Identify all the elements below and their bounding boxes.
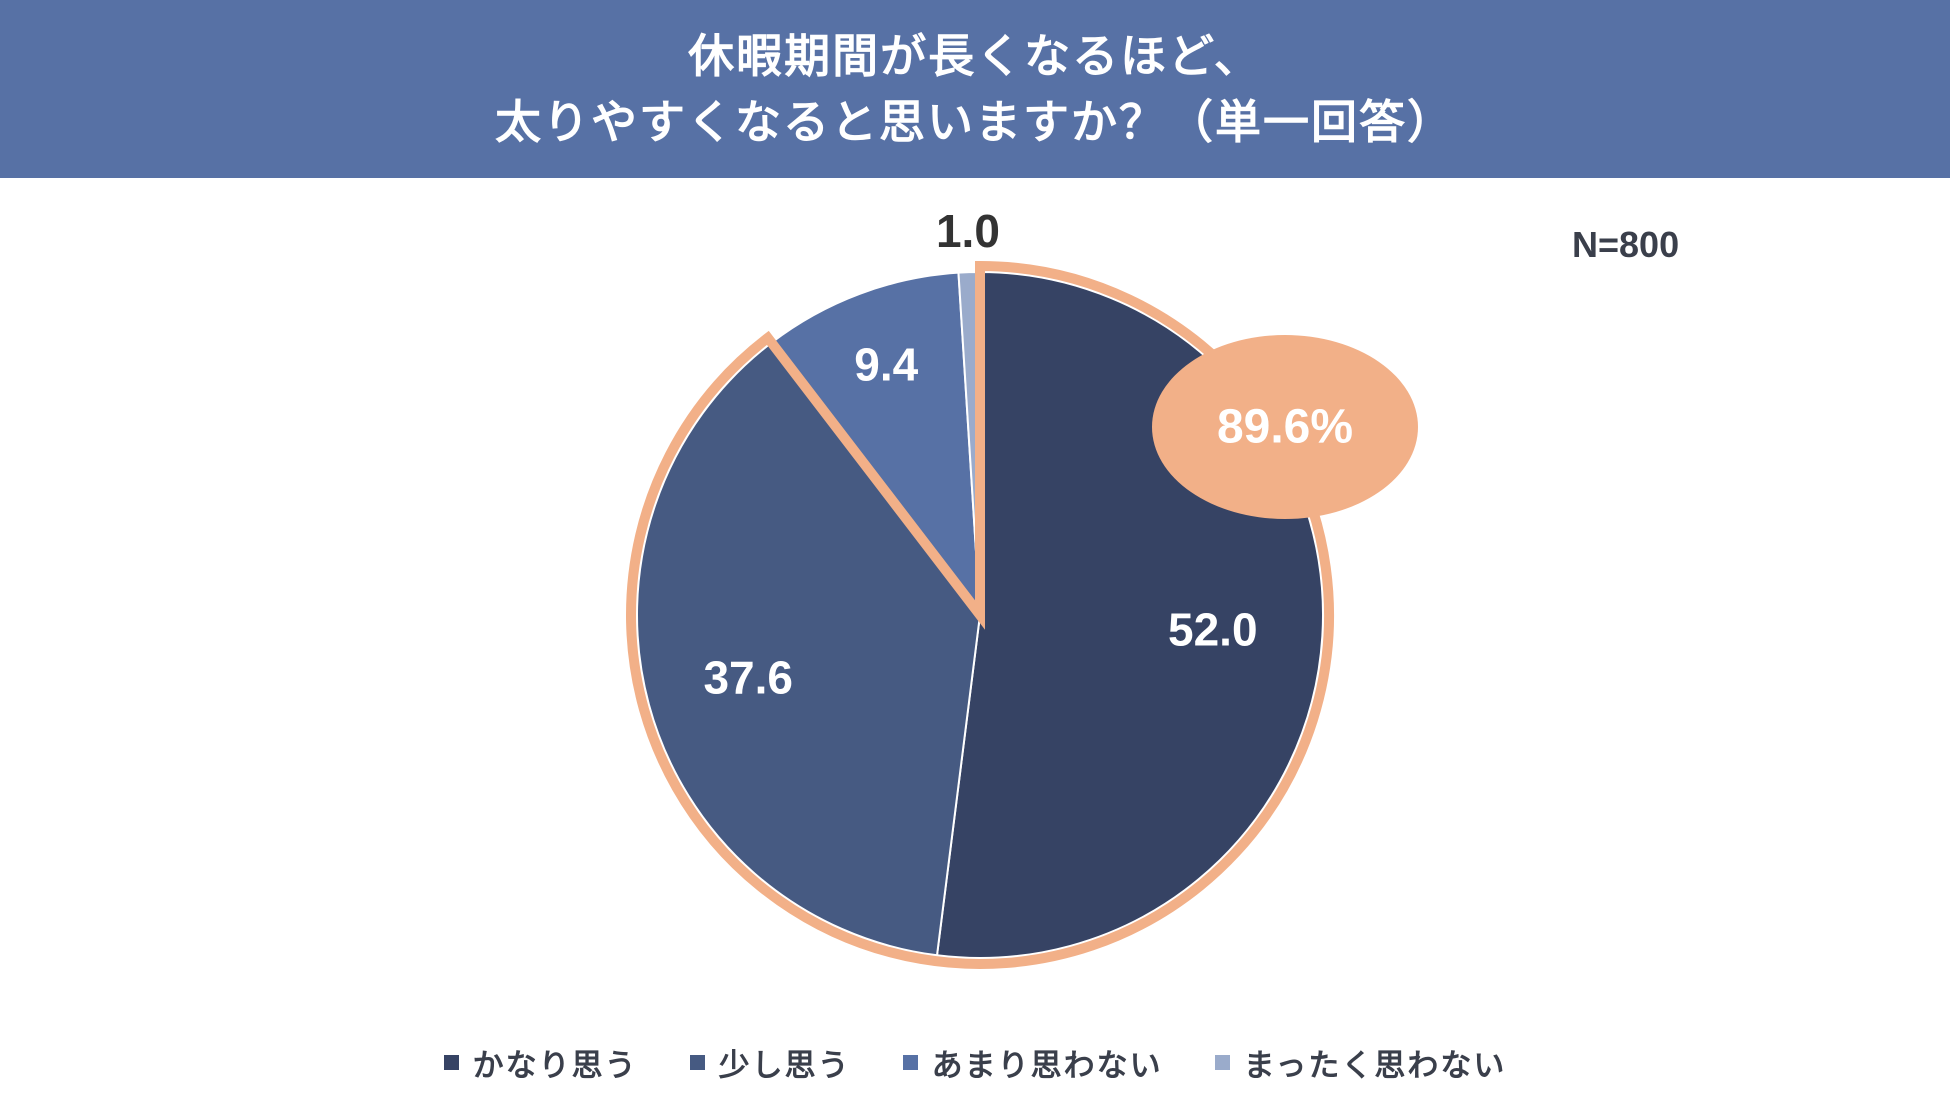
slice-value-label: 52.0 [1168, 604, 1258, 656]
legend-item: あまり思わない [902, 1040, 1163, 1085]
slice-value-label: 9.4 [854, 338, 918, 390]
chart-legend: かなり思う 少し思う あまり思わない まったく思わない [0, 1040, 1950, 1085]
highlight-callout: 89.6% [1152, 335, 1418, 519]
chart-title-line-2: 太りやすくなると思いますか？（単一回答） [495, 95, 1455, 149]
legend-label: まったく思わない [1243, 1048, 1507, 1084]
legend-item: 少し思う [689, 1040, 851, 1085]
slice-value-label: 37.6 [703, 652, 793, 704]
legend-swatch [1214, 1055, 1230, 1070]
highlight-callout-bubble [1152, 335, 1418, 519]
pie-slice [636, 341, 982, 957]
pie-slice [770, 271, 982, 619]
legend-label: かなり思う [472, 1048, 638, 1084]
legend-label: 少し思う [718, 1048, 851, 1084]
legend-item: かなり思う [443, 1040, 638, 1085]
sample-size-label: N=800 [1572, 224, 1680, 265]
legend-swatch [902, 1055, 918, 1070]
legend-swatch [689, 1055, 705, 1070]
chart-title-line-1: 休暇期間が長くなるほど、 [688, 29, 1262, 83]
legend-swatch [443, 1055, 459, 1070]
legend-item: まったく思わない [1214, 1040, 1507, 1085]
pie-chart: 89.6% 52.0 37.6 9.4 1.0 [626, 205, 1418, 969]
slice-labels: 52.0 37.6 9.4 1.0 [703, 205, 1257, 704]
slice-value-label: 1.0 [936, 205, 1000, 257]
title-banner: 休暇期間が長くなるほど、 太りやすくなると思いますか？（単一回答） [0, 0, 1950, 178]
legend-label: あまり思わない [931, 1048, 1163, 1084]
highlight-callout-label: 89.6% [1217, 401, 1353, 454]
